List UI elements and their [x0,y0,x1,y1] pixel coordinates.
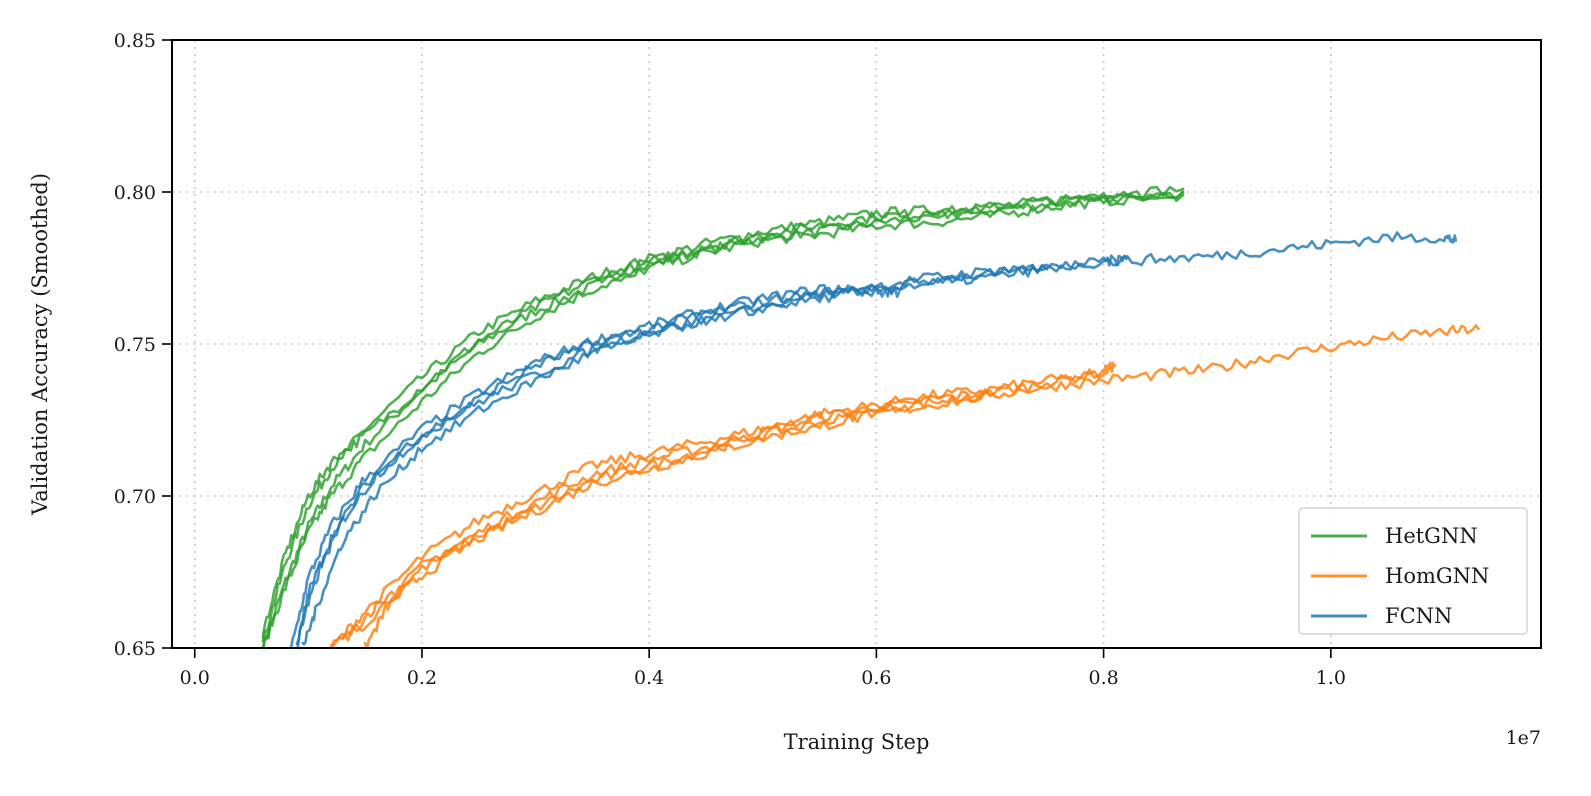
series-line-fcnn-11 [301,254,1128,646]
x-axis-offset-label: 1e7 [1506,727,1541,749]
x-tick-label: 0.0 [180,667,210,689]
series-line-hetgnn-3 [261,190,1185,639]
legend-box [1298,507,1528,635]
series-line-homgnn-6 [341,389,992,642]
series-line-fcnn-10 [295,231,1458,646]
legend-label-hetgnn: HetGNN [1385,524,1478,548]
y-axis-title: Validation Accuracy (Smoothed) [28,173,52,516]
y-axis: 0.65 0.70 0.75 0.80 0.85 [114,30,172,660]
series-line-homgnn-4 [329,361,1117,647]
x-tick-label: 0.6 [861,667,891,689]
x-tick-label: 0.4 [634,667,664,689]
series-line-hetgnn-1 [261,185,1185,643]
series-line-hetgnn-0 [262,190,1185,648]
legend: HetGNN HomGNN FCNN [1298,507,1528,635]
x-axis: 0.0 0.2 0.4 0.6 0.8 1.0 [180,648,1346,689]
x-tick-label: 0.2 [407,667,437,689]
series-line-fcnn-9 [296,264,1049,648]
x-axis-title: Training Step [784,730,930,754]
series-layer [261,185,1480,648]
series-line-homgnn-7 [363,324,1480,648]
legend-label-fcnn: FCNN [1385,604,1452,628]
x-tick-label: 1.0 [1316,667,1346,689]
y-tick-label: 0.85 [114,30,156,52]
y-tick-label: 0.80 [114,182,156,204]
y-tick-label: 0.70 [114,486,156,508]
series-line-hetgnn-2 [261,191,1185,648]
legend-label-homgnn: HomGNN [1385,564,1489,588]
y-tick-label: 0.75 [114,334,156,356]
y-tick-label: 0.65 [114,638,156,660]
x-tick-label: 0.8 [1088,667,1118,689]
series-line-homgnn-5 [330,369,1105,648]
